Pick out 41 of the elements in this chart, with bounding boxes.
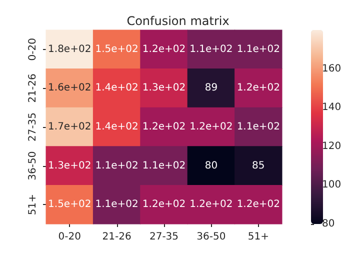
data-label: 89 (204, 82, 218, 94)
data-label: 1.2e+02 (142, 199, 186, 210)
y-tick-label: 27-35 (28, 112, 38, 142)
data-label: 1.3e+02 (48, 160, 92, 172)
data-label: 1.2e+02 (142, 122, 186, 132)
data-label: 1.3e+02 (142, 82, 186, 94)
color-bar-label: 160 (322, 63, 342, 74)
data-label: 1.1e+02 (236, 122, 280, 132)
data-label: 1.2e+02 (190, 122, 233, 132)
data-label: 1.1e+02 (95, 160, 138, 172)
x-tick-label: 27-35 (149, 232, 179, 242)
x-tick-label: 51+ (248, 232, 269, 242)
y-tick-label: 21-26 (28, 74, 38, 103)
data-label: 1.7e+02 (48, 122, 92, 132)
data-label: 1.1e+02 (190, 44, 233, 55)
data-label: 1.1e+02 (236, 44, 280, 55)
color-bar-label: 100 (322, 180, 342, 191)
data-label: 1.1e+02 (95, 199, 138, 210)
data-label: 1.8e+02 (48, 44, 92, 55)
y-tick-label: 36-50 (28, 151, 38, 180)
chart-title: Confusion matrix (126, 14, 230, 28)
data-label: 1.4e+02 (95, 122, 138, 132)
color-bar-label: 80 (322, 218, 335, 230)
y-tick-label: 0-20 (28, 38, 38, 61)
data-label: 1.2e+02 (142, 44, 186, 55)
color-bar-label: 120 (322, 140, 342, 152)
data-label: 1.2e+02 (236, 199, 280, 210)
data-label: 1.5e+02 (48, 199, 92, 210)
data-label: 1.4e+02 (95, 82, 138, 94)
data-label: 1.2e+02 (190, 199, 233, 210)
color-bar-label: 140 (322, 102, 342, 114)
data-label: 1.1e+02 (142, 160, 186, 172)
data-label: 85 (252, 160, 265, 172)
x-tick-label: 36-50 (196, 232, 226, 242)
data-label: 80 (204, 160, 218, 172)
data-label: 1.2e+02 (236, 82, 280, 94)
data-label: 1.5e+02 (95, 44, 138, 55)
data-label: 1.6e+02 (48, 82, 92, 94)
y-tick-label: 51+ (28, 194, 38, 216)
x-tick-label: 21-26 (102, 232, 132, 242)
x-tick-label: 0-20 (58, 232, 81, 242)
